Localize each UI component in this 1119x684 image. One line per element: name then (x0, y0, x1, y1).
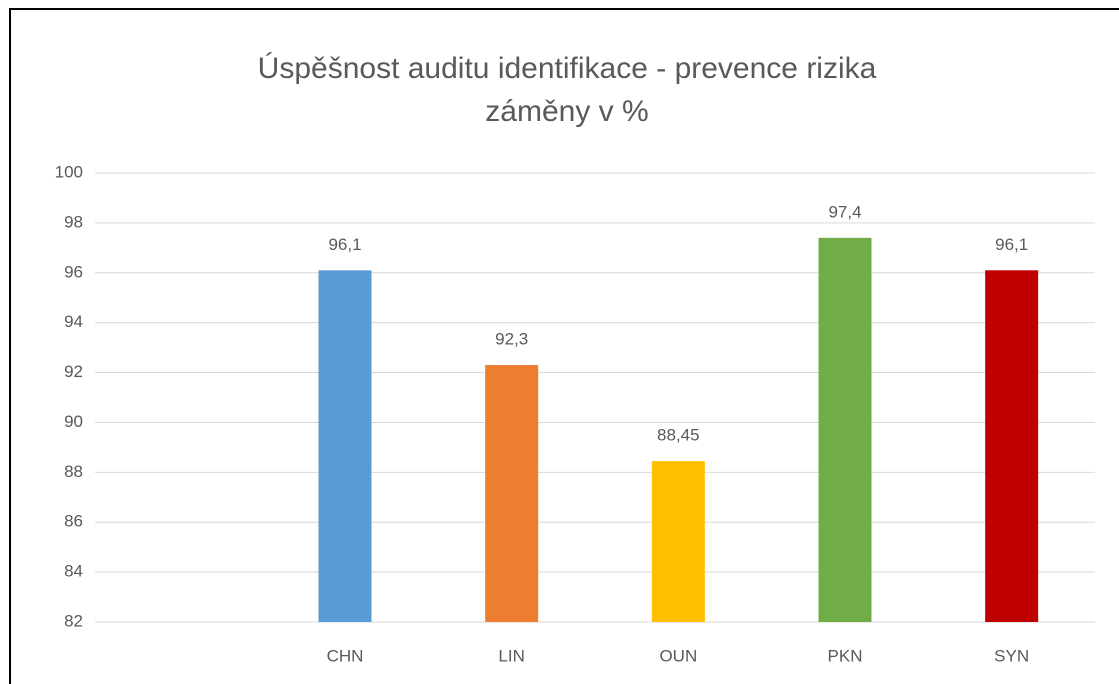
data-label: 88,45 (657, 426, 700, 445)
x-tick-label: OUN (659, 646, 697, 665)
y-tick-label: 84 (64, 562, 83, 581)
chart-frame (9, 8, 1119, 684)
x-tick-label: SYN (994, 646, 1029, 665)
y-tick-label: 88 (64, 462, 83, 481)
bar (651, 461, 705, 622)
data-label: 97,4 (828, 202, 861, 221)
y-tick-label: 96 (64, 262, 83, 281)
y-tick-label: 94 (64, 312, 83, 331)
y-tick-label: 90 (64, 412, 83, 431)
data-label: 96,1 (995, 235, 1028, 254)
bar (985, 270, 1039, 622)
x-tick-label: PKN (828, 646, 863, 665)
y-tick-label: 86 (64, 512, 83, 531)
y-tick-label: 82 (64, 611, 83, 630)
bar (485, 365, 539, 622)
chart-title: záměny v % (485, 95, 648, 128)
chart-title: Úspěšnost auditu identifikace - prevence… (258, 52, 877, 85)
data-label: 96,1 (328, 235, 361, 254)
x-tick-label: CHN (327, 646, 364, 665)
data-label: 92,3 (495, 330, 528, 349)
y-tick-label: 98 (64, 212, 83, 231)
bar (818, 237, 872, 622)
y-tick-label: 92 (64, 362, 83, 381)
bar (318, 270, 372, 622)
x-tick-label: LIN (498, 646, 524, 665)
y-tick-label: 100 (55, 162, 83, 181)
